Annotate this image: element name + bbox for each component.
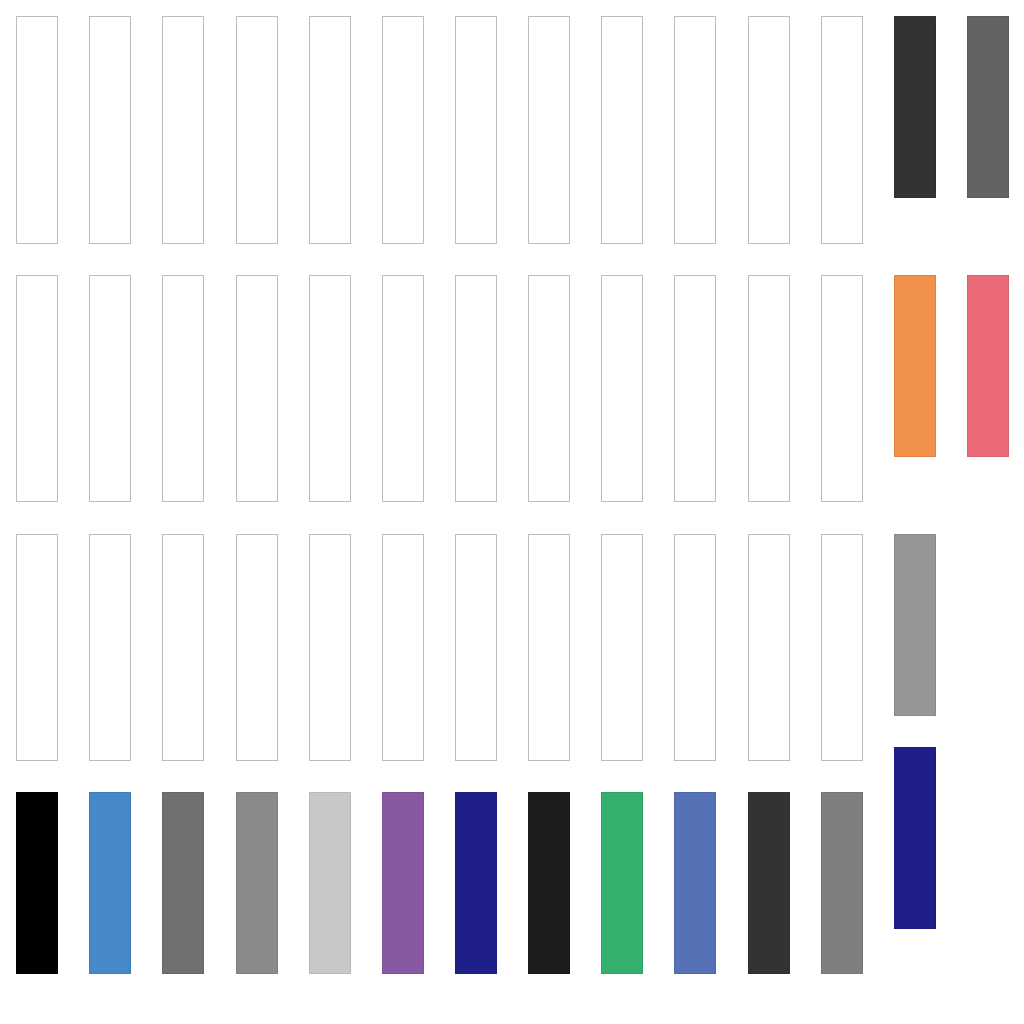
empty-color-slot[interactable] [89,275,131,502]
empty-color-slot[interactable] [674,534,716,761]
empty-color-slot[interactable] [89,16,131,244]
empty-color-slot[interactable] [16,275,58,502]
color-swatch[interactable] [674,792,716,974]
empty-color-slot[interactable] [236,534,278,761]
empty-color-slot[interactable] [601,16,643,244]
color-swatch[interactable] [528,792,570,974]
empty-color-slot[interactable] [674,275,716,502]
side-color-swatch[interactable] [894,275,936,457]
color-swatch[interactable] [748,792,790,974]
side-color-swatch[interactable] [894,16,936,198]
empty-color-slot[interactable] [162,16,204,244]
color-swatch[interactable] [821,792,863,974]
empty-color-slot[interactable] [748,16,790,244]
color-swatch[interactable] [601,792,643,974]
empty-color-slot[interactable] [236,275,278,502]
empty-color-slot[interactable] [528,534,570,761]
empty-color-slot[interactable] [455,275,497,502]
side-color-swatch[interactable] [967,275,1009,457]
color-swatch[interactable] [309,792,351,974]
color-swatch[interactable] [89,792,131,974]
empty-color-slot[interactable] [601,534,643,761]
empty-color-slot[interactable] [528,275,570,502]
empty-color-slot[interactable] [89,534,131,761]
empty-color-slot[interactable] [821,16,863,244]
color-swatch[interactable] [16,792,58,974]
empty-color-slot[interactable] [674,16,716,244]
empty-color-slot[interactable] [528,16,570,244]
empty-color-slot[interactable] [382,534,424,761]
empty-color-slot[interactable] [748,534,790,761]
empty-color-slot[interactable] [236,16,278,244]
empty-color-slot[interactable] [309,534,351,761]
color-swatch[interactable] [455,792,497,974]
color-swatch[interactable] [236,792,278,974]
empty-color-slot[interactable] [382,275,424,502]
side-color-swatch[interactable] [894,534,936,716]
empty-color-slot[interactable] [821,534,863,761]
color-swatch[interactable] [162,792,204,974]
empty-color-slot[interactable] [309,275,351,502]
side-color-swatch[interactable] [967,16,1009,198]
empty-color-slot[interactable] [748,275,790,502]
empty-color-slot[interactable] [455,534,497,761]
empty-color-slot[interactable] [162,534,204,761]
empty-color-slot[interactable] [601,275,643,502]
empty-color-slot[interactable] [162,275,204,502]
empty-color-slot[interactable] [455,16,497,244]
color-swatch[interactable] [382,792,424,974]
empty-color-slot[interactable] [16,16,58,244]
empty-color-slot[interactable] [309,16,351,244]
empty-color-slot[interactable] [821,275,863,502]
empty-color-slot[interactable] [382,16,424,244]
empty-color-slot[interactable] [16,534,58,761]
side-color-swatch[interactable] [894,747,936,929]
